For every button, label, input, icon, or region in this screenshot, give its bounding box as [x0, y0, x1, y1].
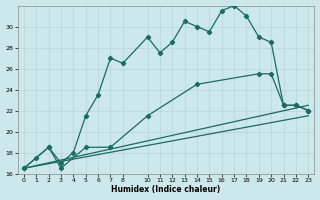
X-axis label: Humidex (Indice chaleur): Humidex (Indice chaleur)	[111, 185, 221, 194]
